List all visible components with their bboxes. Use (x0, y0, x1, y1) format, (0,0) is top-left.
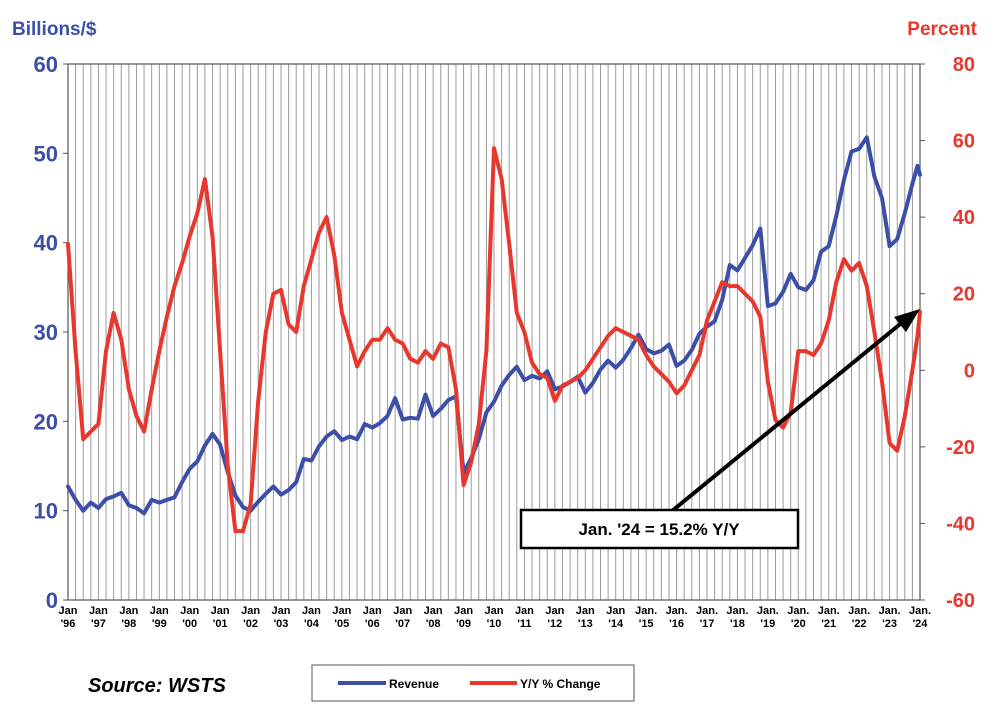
source-note: Source: WSTS (88, 675, 226, 697)
x-tick-label: Jan '09 (454, 605, 473, 630)
annotation-arrowhead (894, 309, 920, 332)
right-tick-label: -40 (946, 513, 975, 535)
right-tick-label: -60 (946, 590, 975, 612)
right-tick-label: 60 (953, 131, 975, 153)
annotation-box (519, 508, 800, 550)
x-tick-label: Jan '14 (606, 605, 625, 630)
x-tick-label: Jan '99 (150, 605, 169, 630)
right-tick-label: -20 (946, 437, 975, 459)
x-tick-label: Jan. '15 (635, 605, 657, 630)
x-tick-label: Jan '96 (59, 605, 78, 630)
x-tick-label: Jan. '21 (818, 605, 840, 630)
x-tick-label: Jan '04 (302, 605, 321, 630)
x-tick-label: Jan. '16 (666, 605, 688, 630)
legend-label-yoy: Y/Y % Change (520, 677, 601, 691)
left-axis-title: Billions/$ (12, 19, 97, 40)
x-tick-label: Jan '98 (119, 605, 138, 630)
left-tick-label: 50 (34, 141, 58, 166)
x-tick-label: Jan '08 (424, 605, 443, 630)
left-tick-label: 0 (46, 588, 58, 613)
x-tick-label: Jan '02 (241, 605, 260, 630)
legend-label-revenue: Revenue (389, 677, 439, 691)
series-lines (66, 135, 922, 534)
x-tick-label: Jan '11 (515, 605, 534, 630)
x-tick-label: Jan '07 (393, 605, 412, 630)
left-tick-label: 10 (34, 499, 58, 524)
grid-lines (75, 64, 913, 600)
x-tick-label: Jan. '22 (848, 605, 870, 630)
x-tick-label: Jan. '20 (787, 605, 809, 630)
x-tick-label: Jan '13 (576, 605, 595, 630)
left-tick-label: 60 (34, 52, 58, 77)
left-tick-label: 20 (34, 409, 58, 434)
x-tick-label: Jan '12 (545, 605, 564, 630)
right-axis-ticks: -60 -40 -20 0 20 40 60 80 (920, 54, 975, 612)
revenue-line (66, 135, 922, 516)
x-tick-label: Jan. '19 (757, 605, 779, 630)
right-tick-label: 80 (953, 54, 975, 76)
left-tick-label: 30 (34, 320, 58, 345)
x-tick-label: Jan '05 (332, 605, 351, 630)
x-tick-label: Jan '97 (89, 605, 108, 630)
x-tick-label: Jan. '17 (696, 605, 718, 630)
left-axis-ticks: 0 10 20 30 40 50 60 (34, 52, 68, 613)
x-axis-ticks: Jan '96 Jan '97 Jan '98 Jan '99 Jan '00 Jan '01 Jan '… (59, 605, 931, 630)
x-tick-label: Jan '10 (485, 605, 504, 630)
right-axis-title: Percent (907, 19, 977, 40)
x-tick-label: Jan '00 (180, 605, 199, 630)
x-tick-label: Jan. '18 (726, 605, 748, 630)
right-tick-label: 40 (953, 207, 975, 229)
annotation-arrow-line (670, 314, 912, 513)
annotation-text: Jan. '24 = 15.2% Y/Y (578, 520, 740, 539)
left-tick-label: 40 (34, 231, 58, 256)
x-tick-label: Jan '06 (363, 605, 382, 630)
annotation: Jan. '24 = 15.2% Y/Y (519, 309, 920, 550)
x-tick-label: Jan '03 (272, 605, 291, 630)
x-tick-label: Jan '01 (211, 605, 230, 630)
right-tick-label: 20 (953, 284, 975, 306)
x-tick-label: Jan. '23 (879, 605, 901, 630)
x-tick-label: Jan. '24 (909, 605, 931, 630)
yoy-change-line (66, 146, 922, 534)
legend: Revenue Y/Y % Change (311, 664, 635, 702)
right-tick-label: 0 (964, 360, 975, 382)
